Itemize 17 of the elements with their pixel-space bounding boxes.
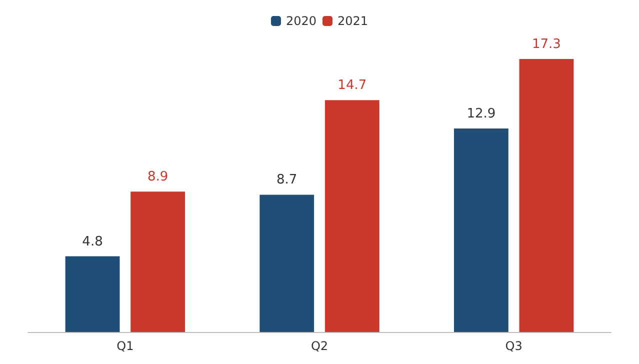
- x-tick-label: Q1: [116, 339, 134, 353]
- data-label: 14.7: [338, 78, 367, 94]
- bar: [324, 100, 380, 332]
- x-tick-label: Q2: [310, 339, 328, 353]
- data-label: 8.9: [147, 170, 168, 185]
- bar: [65, 256, 120, 332]
- data-label: 4.8: [82, 234, 103, 250]
- bar: [130, 192, 186, 332]
- bar: [260, 194, 314, 332]
- x-tick-label: Q3: [505, 339, 522, 353]
- legend-label: 2020: [286, 14, 317, 28]
- bar: [454, 128, 508, 332]
- data-label: 8.7: [276, 172, 298, 188]
- data-label: 17.3: [532, 37, 561, 52]
- data-label: 12.9: [466, 106, 496, 122]
- legend-label: 2021: [338, 14, 368, 28]
- bar: [519, 59, 574, 332]
